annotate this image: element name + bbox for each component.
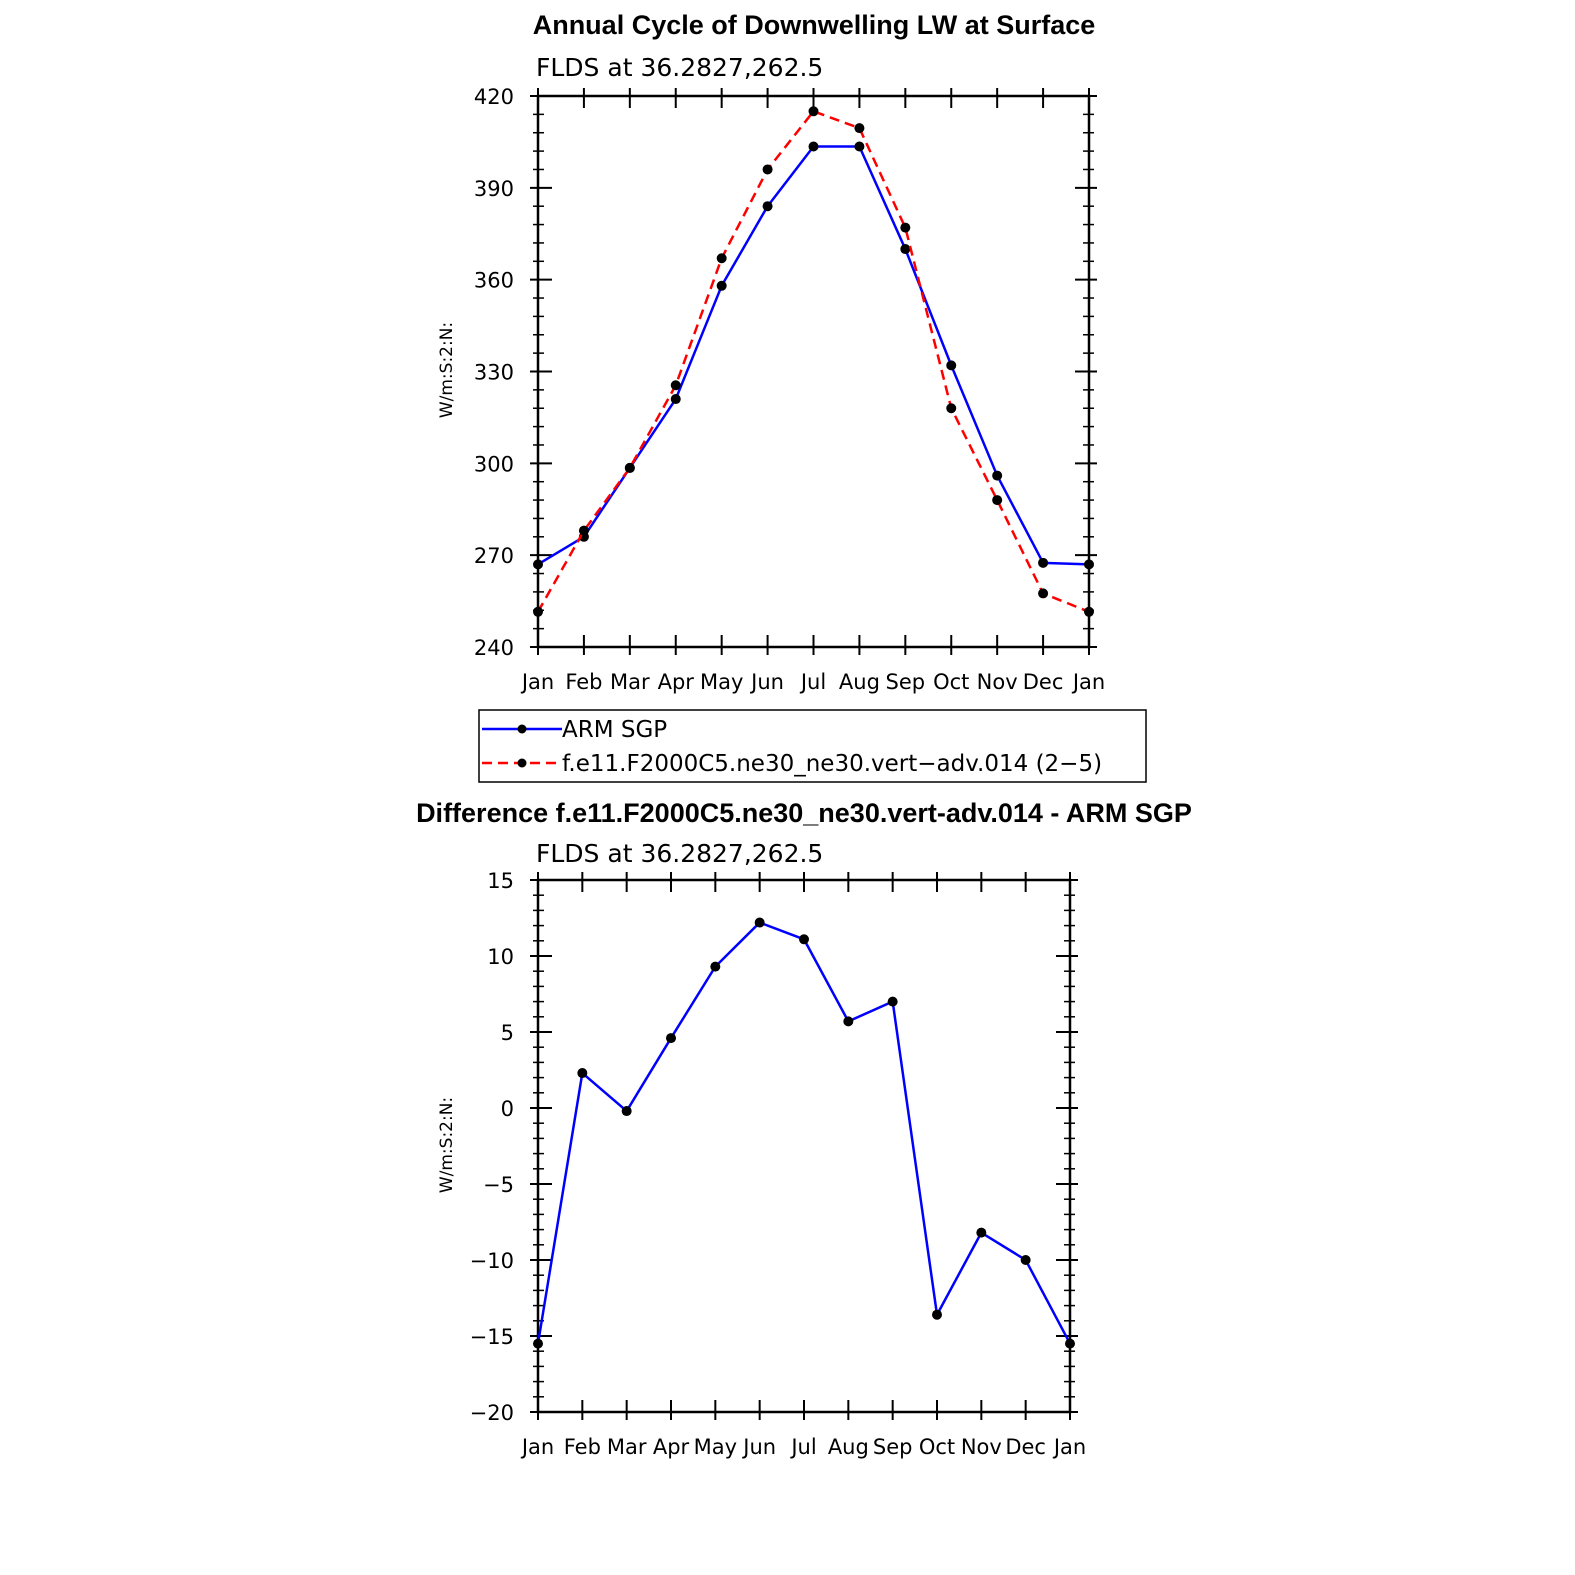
top-chart-series-1-point (624, 462, 635, 473)
bottom-chart-series-0-point (621, 1106, 632, 1117)
bottom-chart-series-0-point (932, 1309, 942, 1320)
top-chart-ytick-label: 270 (474, 544, 514, 568)
top-chart-xtick-label: Oct (933, 670, 969, 694)
top-chart-xtick-label: Sep (886, 670, 926, 694)
bottom-chart-subtitle: FLDS at 36.2827,262.5 (536, 839, 823, 868)
top-chart-series-1-point (854, 123, 865, 134)
top-chart-series-0-point (992, 470, 1003, 481)
top-chart-series-0-point (900, 244, 911, 255)
bottom-chart-xtick-label: Dec (1005, 1435, 1046, 1459)
bottom-chart-xtick-label: Jul (789, 1435, 816, 1459)
bottom-chart-ylabel: W/m:S:2:N: (437, 1097, 457, 1193)
bottom-chart-xtick-label: Jan (1052, 1435, 1086, 1459)
legend-label-model: f.e11.F2000C5.ne30_ne30.vert−adv.014 (2−… (562, 751, 1102, 777)
top-chart-series-0-point (946, 360, 957, 371)
bottom-chart-series-0-point (843, 1016, 854, 1027)
bottom-chart-title: Difference f.e11.F2000C5.ne30_ne30.vert-… (416, 798, 1192, 828)
top-chart-series-1-point (1084, 606, 1094, 617)
bottom-chart-xtick-label: Jan (520, 1435, 554, 1459)
top-chart-series-1-point (716, 253, 727, 264)
top-chart-subtitle: FLDS at 36.2827,262.5 (536, 53, 823, 82)
top-chart-series-0-point (1038, 557, 1049, 568)
bottom-chart-xtick-label: Feb (564, 1435, 601, 1459)
top-chart-series-1-point (578, 525, 589, 536)
bottom-chart-ytick-label: −10 (470, 1249, 514, 1273)
bottom-chart-xtick-label: May (694, 1435, 737, 1459)
bottom-chart-ytick-label: 10 (487, 945, 514, 969)
top-chart-series-1-line (536, 110, 1090, 613)
top-chart-frame (536, 94, 1091, 649)
top-chart-series-0-point (854, 141, 865, 152)
bottom-chart-ytick-label: −20 (470, 1401, 514, 1425)
bottom-chart-series-0-point (754, 917, 765, 928)
bottom-chart-ytick-label: −15 (470, 1325, 514, 1349)
top-chart-series-1-point (670, 380, 681, 391)
top-chart-series-0-point (1084, 559, 1094, 570)
top-chart-xtick-label: Jan (520, 670, 554, 694)
bottom-chart-ytick-label: 15 (487, 869, 514, 893)
top-chart-ytick-label: 390 (474, 177, 514, 201)
top-chart-xtick-label: Jan (1071, 670, 1105, 694)
top-chart-xtick-label: Feb (565, 670, 602, 694)
top-chart-series-0-point (808, 141, 819, 152)
top-chart-series-1-point (900, 222, 911, 233)
top-chart-xtick-label: Apr (658, 670, 695, 694)
bottom-chart-xtick-label: Apr (653, 1435, 690, 1459)
bottom-chart-series-0-line (536, 921, 1072, 1345)
top-chart-series-0-point (716, 280, 727, 291)
bottom-chart-series-0-point (887, 996, 898, 1007)
top-chart-ytick-label: 240 (474, 636, 514, 660)
bottom-chart-series-0-point (799, 934, 809, 945)
bottom-chart-series-0-point (976, 1227, 987, 1238)
bottom-chart-series-0-point (1065, 1338, 1075, 1349)
top-chart-series-1-point (946, 403, 957, 414)
top-chart-series-1-point (762, 164, 773, 175)
top-chart-ytick-label: 420 (474, 85, 514, 109)
top-chart-series-1-point (1038, 588, 1049, 599)
top-plot-area: Jan Feb Mar Apr May Jun Jul Aug Sep Oct Nov Dec Jan2… (474, 85, 1105, 694)
bottom-chart-series-0-point (666, 1033, 676, 1044)
top-chart-xtick-label: Aug (839, 670, 880, 694)
bottom-chart-xtick-label: Aug (828, 1435, 869, 1459)
top-chart-xtick-label: May (700, 670, 743, 694)
top-chart-series-1-point (533, 606, 543, 617)
top-chart-ytick-label: 330 (474, 361, 514, 385)
bottom-chart-series-0-point (1020, 1255, 1031, 1265)
top-chart-xtick-label: Jun (749, 670, 784, 694)
bottom-chart-xtick-label: Sep (873, 1435, 913, 1459)
bottom-chart-series-0-point (533, 1338, 543, 1349)
bottom-chart-ytick-label: 5 (501, 1021, 514, 1045)
bottom-chart-ytick-label: 0 (501, 1097, 514, 1121)
top-chart-ytick-label: 300 (474, 452, 514, 476)
top-chart-ylabel: W/m:S:2:N: (437, 322, 457, 418)
top-chart-xtick-label: Dec (1023, 670, 1064, 694)
top-chart-series-0-point (533, 559, 543, 570)
bottom-chart-xtick-label: Nov (961, 1435, 1002, 1459)
top-chart-series-1-point (992, 495, 1003, 506)
bottom-chart-series-0-point (577, 1068, 588, 1079)
legend-marker-arm-sgp (517, 724, 527, 734)
bottom-chart-ytick-label: −5 (483, 1173, 514, 1197)
top-chart-xtick-label: Jul (799, 670, 826, 694)
bottom-chart-xtick-label: Jun (741, 1435, 776, 1459)
legend-label-arm-sgp: ARM SGP (562, 717, 667, 743)
legend-box (478, 709, 1147, 783)
legend: ARM SGP f.e11.F2000C5.ne30_ne30.vert−adv… (478, 709, 1147, 783)
legend-marker-model (517, 758, 527, 768)
top-chart-series-0-line (537, 145, 1090, 566)
bottom-chart-xtick-label: Oct (919, 1435, 955, 1459)
top-chart-ytick-label: 360 (474, 269, 514, 293)
top-chart-xtick-label: Nov (977, 670, 1018, 694)
bottom-plot-area: Jan Feb Mar Apr May Jun Jul Aug Sep Oct Nov Dec Jan−… (470, 869, 1087, 1459)
top-chart-series-0-point (762, 201, 773, 212)
bottom-chart-frame (536, 878, 1072, 1414)
bottom-chart-xtick-label: Mar (607, 1435, 647, 1459)
top-chart-xtick-label: Mar (610, 670, 650, 694)
top-chart-title: Annual Cycle of Downwelling LW at Surfac… (533, 10, 1096, 40)
top-chart-series-1-point (808, 106, 819, 117)
top-chart-series-0-point (670, 394, 681, 405)
bottom-chart-series-0-point (710, 961, 721, 972)
